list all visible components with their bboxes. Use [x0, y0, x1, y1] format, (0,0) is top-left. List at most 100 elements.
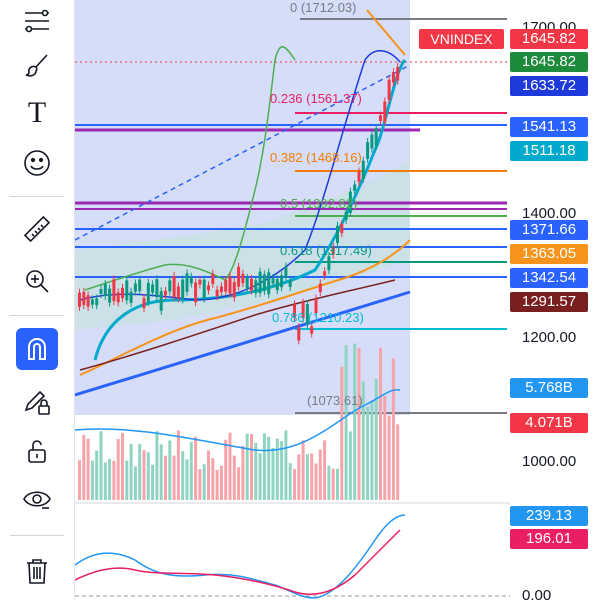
- candle: [207, 285, 210, 291]
- trendline: [74, 290, 411, 397]
- candle: [181, 279, 185, 300]
- volume-bar: [314, 463, 318, 500]
- ma-orange: [79, 239, 411, 376]
- candle: [78, 292, 81, 307]
- candle: [284, 266, 288, 278]
- magnet-icon[interactable]: [16, 328, 58, 370]
- unlock-icon[interactable]: [16, 430, 58, 472]
- candle: [90, 299, 94, 305]
- candle: [353, 184, 357, 191]
- volume-bar: [103, 462, 107, 500]
- price-chart[interactable]: 0 (1712.03) 0.236 (1561.37) 0.382 (1468.…: [74, 0, 510, 600]
- candle: [232, 282, 236, 298]
- axis-tick: 1400.00: [522, 205, 577, 222]
- volume-bar: [245, 433, 249, 500]
- candle: [176, 286, 180, 299]
- volume-bar: [215, 469, 219, 500]
- volume-bar: [86, 438, 90, 500]
- volume-bar: [357, 347, 361, 500]
- candle: [379, 115, 382, 122]
- volume-bar: [383, 395, 387, 500]
- candle: [344, 211, 348, 220]
- candle: [112, 279, 116, 302]
- candle: [305, 303, 309, 325]
- fib-icon[interactable]: [16, 0, 58, 42]
- candle: [310, 326, 314, 334]
- volume-bar: [391, 358, 395, 500]
- volume-bar: [211, 458, 215, 500]
- candle: [159, 291, 163, 311]
- volume-bar: [374, 378, 378, 500]
- candle: [370, 134, 374, 149]
- price-badge-close: 1645.82: [510, 52, 588, 72]
- chart-canvas[interactable]: [74, 0, 510, 600]
- volume-bar: [138, 444, 142, 500]
- volume-bar: [198, 469, 202, 500]
- volume-bar: [280, 441, 284, 500]
- candle: [361, 160, 365, 179]
- candle: [327, 256, 331, 271]
- text-icon[interactable]: T: [16, 92, 58, 134]
- candle: [133, 283, 137, 292]
- volume-bar: [379, 347, 382, 500]
- volume-bar: [78, 460, 81, 500]
- candle: [331, 246, 335, 255]
- candle: [215, 289, 219, 297]
- candle: [383, 101, 387, 123]
- ruler-icon[interactable]: [16, 208, 58, 250]
- volume-bar: [241, 445, 245, 500]
- candle: [99, 289, 103, 294]
- candle: [301, 302, 305, 319]
- osc-line-blue: [74, 514, 406, 599]
- volume-bar: [108, 458, 112, 500]
- volume-bar: [181, 451, 185, 500]
- trash-icon[interactable]: [16, 550, 58, 592]
- candle: [116, 292, 120, 303]
- volume-bar: [340, 366, 344, 500]
- symbol-label[interactable]: VNINDEX: [419, 29, 504, 49]
- volume-bar: [159, 444, 163, 500]
- price-badge-sr: 1371.66: [510, 220, 588, 240]
- candle: [219, 286, 223, 293]
- volume-bar: [301, 440, 305, 500]
- volume-bar: [224, 439, 228, 500]
- pencil-lock-icon[interactable]: [16, 380, 58, 422]
- volume-bar: [219, 465, 223, 500]
- fib-label-1: (1073.61): [307, 393, 363, 408]
- volume-bar: [112, 460, 116, 500]
- volume-bar: [370, 400, 374, 500]
- candle: [357, 171, 361, 182]
- fib-label-0236: 0.236 (1561.37): [270, 91, 362, 106]
- axis-tick: 1200.00: [522, 329, 577, 346]
- volume-bar: [116, 439, 120, 500]
- volume-bar: [155, 431, 159, 500]
- toolbar-divider: [10, 535, 64, 536]
- candle: [224, 280, 228, 292]
- volume-bar: [121, 432, 124, 500]
- eye-icon[interactable]: [16, 478, 58, 520]
- osc-line-pink: [74, 529, 401, 595]
- volume-bar: [151, 464, 155, 500]
- candle: [241, 273, 245, 284]
- candle: [146, 282, 150, 302]
- brush-icon[interactable]: [16, 44, 58, 86]
- volume-bar: [172, 455, 176, 500]
- candle: [189, 276, 193, 284]
- volume-bar: [361, 381, 365, 500]
- zoom-in-icon[interactable]: [16, 260, 58, 302]
- volume-bar: [262, 433, 266, 500]
- candle: [297, 327, 301, 341]
- volume-bars: [78, 343, 400, 500]
- candle: [348, 191, 352, 213]
- volume-bar: [310, 453, 314, 500]
- volume-bar: [164, 455, 167, 500]
- volume-bar: [250, 434, 253, 500]
- volume-ma: [74, 389, 401, 452]
- candle: [374, 128, 378, 146]
- emoji-icon[interactable]: [16, 142, 58, 184]
- candle: [293, 304, 296, 318]
- candle: [275, 279, 279, 291]
- candle: [155, 279, 159, 298]
- volume-badge: 4.071B: [510, 413, 588, 433]
- ma-maroon: [79, 279, 396, 371]
